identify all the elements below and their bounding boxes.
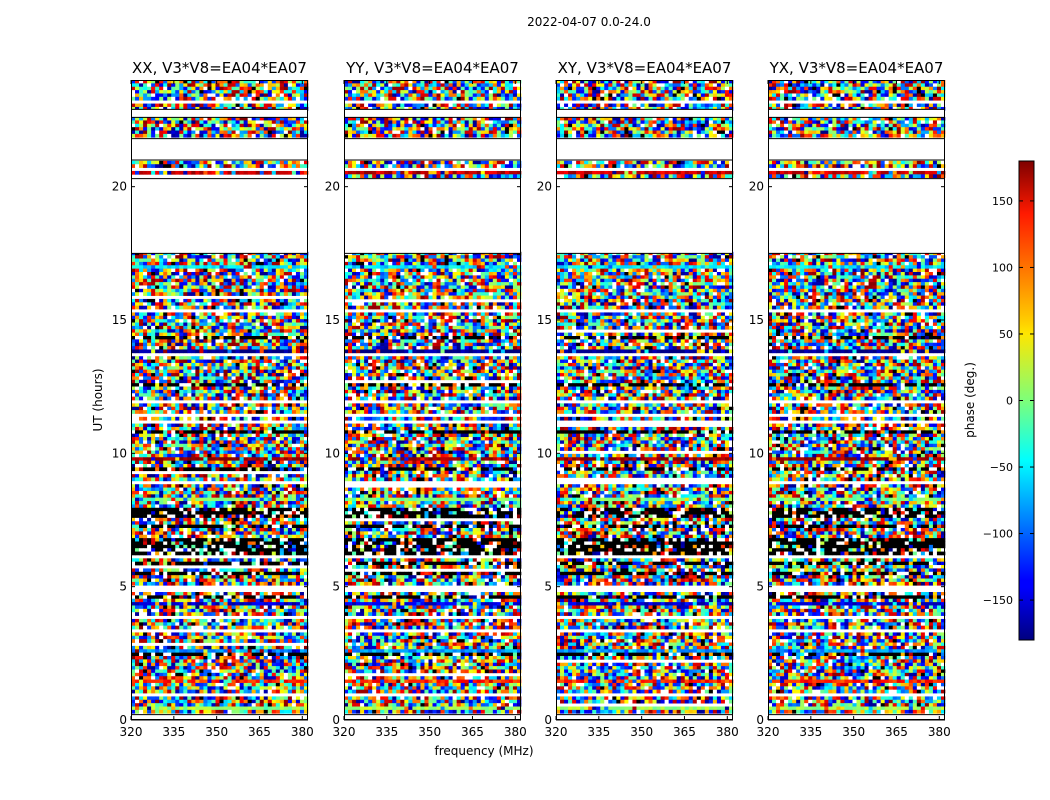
colorbar-ticks: 150 100 50 0 −50 −100 −150: [983, 195, 1034, 607]
panel-0-flag-band-3: [131, 109, 308, 118]
panel-1-title: YY, V3*V8=EA04*EA07: [345, 59, 519, 77]
x-tick-label: 350: [842, 725, 865, 739]
y-tick-label: 10: [112, 446, 127, 460]
y-tick-label: 5: [119, 580, 127, 594]
panel-0-flag-band-0: [131, 714, 308, 720]
y-tick-label: 15: [112, 313, 127, 327]
panel-2-title: XY, V3*V8=EA04*EA07: [558, 59, 732, 77]
colorbar-label: phase (deg.): [963, 362, 977, 438]
panel-0-flag-band-2: [131, 178, 308, 254]
x-tick-label: 335: [799, 725, 822, 739]
panel-2-flag-band-0: [556, 714, 733, 720]
panel-0-phase-cells: [131, 80, 309, 714]
panel-2-flag-band-3: [556, 109, 733, 118]
panel-3-flag-band-1: [768, 138, 945, 160]
y-tick-label: 10: [537, 446, 552, 460]
panel-2-phase-cells: [556, 80, 734, 714]
y-tick-label: 5: [756, 580, 764, 594]
suptitle: 2022-04-07 0.0-24.0: [527, 15, 651, 29]
x-tick-label: 320: [545, 725, 568, 739]
panel-3-flag-band-2: [768, 178, 945, 254]
x-tick-label: 320: [120, 725, 143, 739]
panel-3-flag-band-0: [768, 714, 945, 720]
y-tick-label: 10: [749, 446, 764, 460]
x-tick-label: 320: [757, 725, 780, 739]
x-tick-label: 380: [716, 725, 739, 739]
y-tick-label: 0: [756, 713, 764, 727]
y-tick-label: 15: [537, 313, 552, 327]
y-tick-label: 15: [325, 313, 340, 327]
y-tick-label: 0: [332, 713, 340, 727]
colorbar-tick-label: 50: [999, 328, 1013, 341]
panel-2-frame: [556, 80, 733, 720]
x-tick-label: 380: [928, 725, 951, 739]
x-tick-label: 365: [673, 725, 696, 739]
x-tick-label: 365: [885, 725, 908, 739]
y-tick-label: 20: [112, 180, 127, 194]
x-tick-label: 365: [248, 725, 271, 739]
panel-1-flag-band-0: [344, 714, 521, 720]
x-tick-label: 365: [461, 725, 484, 739]
panel-1-flag-band-3: [344, 109, 521, 118]
colorbar: 150 100 50 0 −50 −100 −150 phase (deg.): [963, 160, 1035, 641]
y-tick-label: 0: [544, 713, 552, 727]
panels: XX, V3*V8=EA04*EA07 320 335 350 365 380 0 5 10 15…: [112, 59, 951, 739]
x-tick-label: 380: [504, 725, 527, 739]
y-tick-label: 5: [544, 580, 552, 594]
x-tick-label: 350: [630, 725, 653, 739]
colorbar-tick-label: 150: [992, 195, 1013, 208]
y-tick-label: 0: [119, 713, 127, 727]
panel-1-flag-band-2: [344, 178, 521, 254]
panel-0: XX, V3*V8=EA04*EA07 320 335 350 365 380 0 5 10 15…: [112, 59, 314, 739]
y-tick-label: 5: [332, 580, 340, 594]
y-tick-label: 10: [325, 446, 340, 460]
panel-0-title: XX, V3*V8=EA04*EA07: [132, 59, 307, 77]
colorbar-tick-label: 100: [992, 261, 1013, 274]
panel-3-title: YX, V3*V8=EA04*EA07: [769, 59, 944, 77]
panel-0-flag-band-1: [131, 138, 308, 160]
panel-3: YX, V3*V8=EA04*EA07 320 335 350 365 380 0 5 10 15…: [749, 59, 951, 739]
panel-1-frame: [344, 80, 521, 720]
y-tick-label: 20: [325, 180, 340, 194]
panel-1: YY, V3*V8=EA04*EA07 320 335 350 365 380 0 5 10 15…: [325, 59, 527, 739]
x-tick-label: 350: [418, 725, 441, 739]
x-tick-label: 335: [587, 725, 610, 739]
x-tick-label: 335: [162, 725, 185, 739]
x-tick-label: 350: [205, 725, 228, 739]
panel-0-frame: [131, 80, 308, 720]
panel-2: XY, V3*V8=EA04*EA07 320 335 350 365 380 0 5 10 15…: [537, 59, 739, 739]
panel-1-phase-cells: [344, 80, 522, 714]
colorbar-tick-label: −100: [983, 528, 1013, 541]
panel-1-flag-band-1: [344, 138, 521, 160]
panel-3-flag-band-3: [768, 109, 945, 118]
panel-2-flag-band-2: [556, 178, 733, 254]
colorbar-tick-label: 0: [1006, 395, 1013, 408]
y-tick-label: 20: [537, 180, 552, 194]
colorbar-tick-label: −150: [983, 594, 1013, 607]
y-tick-label: 20: [749, 180, 764, 194]
panel-2-flag-band-1: [556, 138, 733, 160]
colorbar-tick-label: −50: [990, 461, 1013, 474]
x-axis-label: frequency (MHz): [434, 744, 533, 758]
y-tick-label: 15: [749, 313, 764, 327]
x-tick-label: 380: [291, 725, 314, 739]
x-tick-label: 335: [375, 725, 398, 739]
x-tick-label: 320: [333, 725, 356, 739]
panel-3-frame: [768, 80, 945, 720]
y-axis-label: UT (hours): [91, 368, 105, 431]
